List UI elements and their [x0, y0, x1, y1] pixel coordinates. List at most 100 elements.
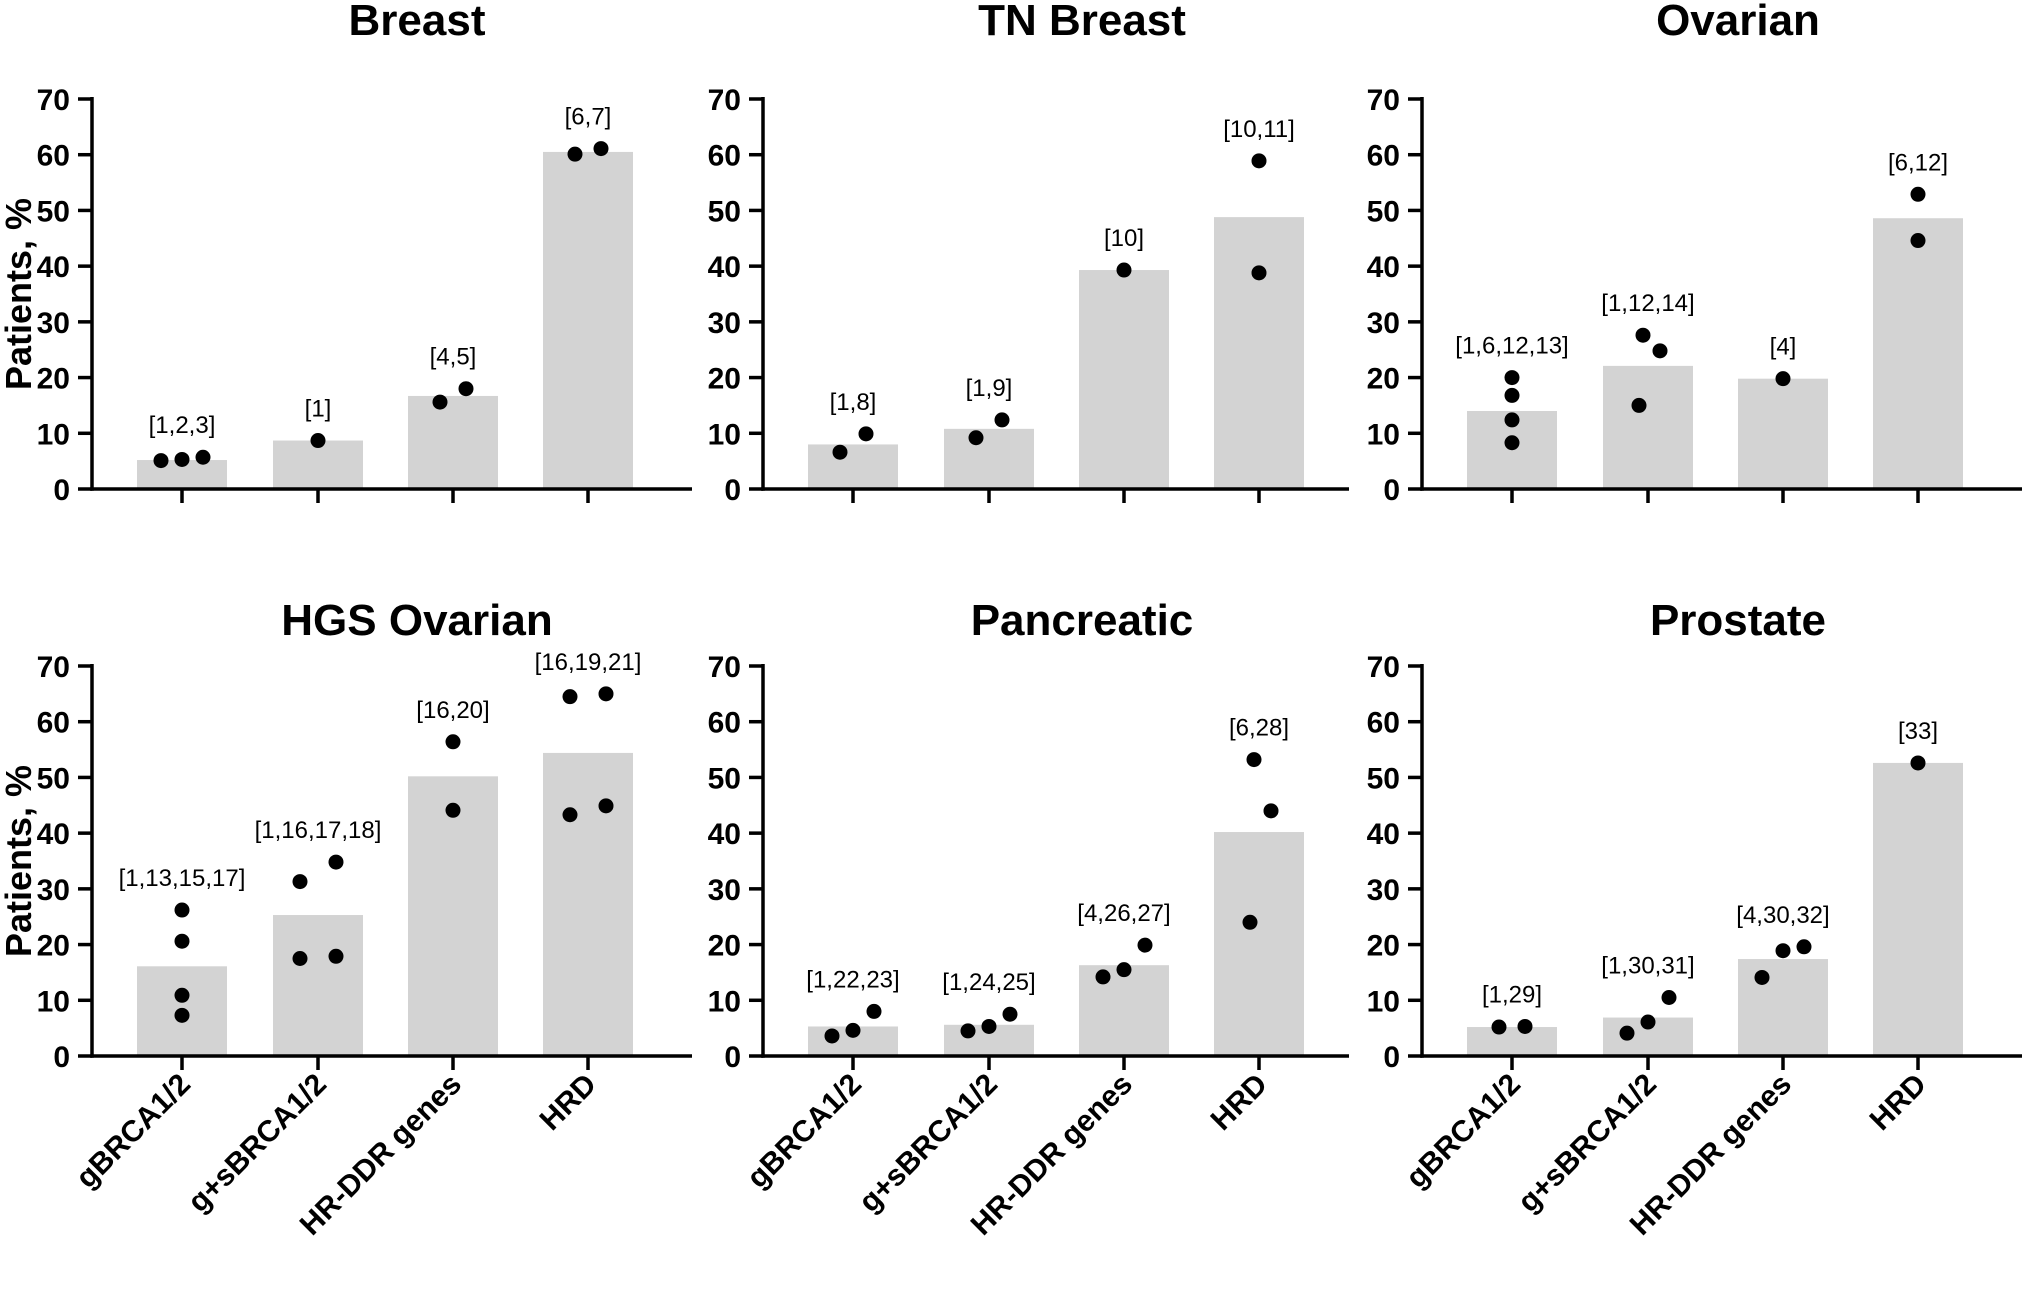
panel-title: HGS Ovarian [281, 596, 552, 645]
data-point [292, 874, 308, 890]
reference-label: [1,2,3] [149, 412, 216, 439]
reference-label: [6,12] [1888, 149, 1948, 176]
data-point [866, 1003, 882, 1019]
data-point [968, 430, 984, 446]
x-category-label: g+sBRCA1/2 [182, 1068, 333, 1219]
data-point [328, 854, 344, 870]
data-point [1116, 262, 1132, 278]
y-tick-label: 60 [708, 140, 741, 173]
x-category-label: HRD [534, 1068, 603, 1137]
y-tick-label: 50 [708, 195, 741, 228]
data-point [174, 933, 190, 949]
y-tick-label: 70 [1367, 651, 1400, 684]
bar-3 [1079, 965, 1169, 1056]
reference-label: [1] [305, 396, 332, 423]
x-category-label: gBRCA1/2 [1400, 1068, 1527, 1195]
bar-1 [1467, 1027, 1557, 1056]
data-point [598, 686, 614, 702]
data-point [1652, 343, 1668, 359]
y-tick-label: 0 [53, 474, 70, 507]
data-point [1246, 752, 1262, 768]
bar-3 [408, 776, 498, 1056]
data-point [1504, 435, 1520, 451]
reference-label: [16,20] [416, 697, 489, 724]
data-point [174, 1007, 190, 1023]
panel-title: Breast [349, 0, 486, 45]
x-category-label: HRD [1205, 1068, 1274, 1137]
data-point [195, 449, 211, 465]
data-point [1517, 1018, 1533, 1034]
y-tick-label: 40 [1367, 818, 1400, 851]
data-point [567, 146, 583, 162]
data-point [1910, 233, 1926, 249]
reference-label: [1,8] [830, 389, 877, 416]
data-point [981, 1018, 997, 1034]
reference-label: [1,24,25] [942, 969, 1035, 996]
reference-label: [6,28] [1229, 715, 1289, 742]
data-point [1661, 990, 1677, 1005]
y-tick-label: 70 [37, 84, 70, 117]
y-tick-label: 0 [724, 474, 741, 507]
reference-label: [10] [1104, 225, 1144, 252]
x-category-label: gBRCA1/2 [741, 1068, 868, 1195]
data-point [1137, 937, 1153, 953]
reference-label: [4,26,27] [1077, 900, 1170, 927]
data-point [1002, 1006, 1018, 1022]
panel-title: Prostate [1650, 596, 1826, 645]
data-point [1910, 186, 1926, 202]
y-tick-label: 20 [37, 363, 70, 396]
data-point [1116, 962, 1132, 978]
panel-breast: Breast Patients, % 0 10 20 30 40 50 60 70 [1,2,3] [… [0, 0, 692, 507]
y-tick-label: 70 [708, 651, 741, 684]
y-axis-label: Patients, % [0, 198, 39, 390]
bar-3 [1079, 270, 1169, 489]
panel-hgs-ovarian: HGS Ovarian Patients, % 0 10 20 30 40 50 60 70 gBR… [0, 596, 692, 1242]
reference-label: [4,30,32] [1736, 902, 1829, 929]
bar-4 [543, 151, 633, 489]
data-point [292, 951, 308, 966]
data-point [1251, 153, 1267, 169]
data-point [458, 381, 474, 397]
y-axis-label: Patients, % [0, 765, 39, 957]
panel-title: Ovarian [1656, 0, 1820, 45]
reference-label: [1,12,14] [1601, 290, 1694, 317]
y-tick-label: 0 [724, 1041, 741, 1074]
x-category-label: g+sBRCA1/2 [853, 1068, 1004, 1219]
panel-title: Pancreatic [971, 596, 1194, 645]
y-tick-label: 20 [708, 930, 741, 963]
y-tick-label: 50 [1367, 195, 1400, 228]
reference-label: [10,11] [1223, 116, 1295, 143]
y-tick-label: 20 [708, 363, 741, 396]
bar-4 [1214, 217, 1304, 489]
data-point [1095, 969, 1111, 985]
data-point [310, 433, 326, 449]
data-point [994, 412, 1010, 428]
data-point [1910, 755, 1926, 771]
x-category-label: HRD [1864, 1068, 1933, 1137]
reference-label: [1,29] [1482, 981, 1542, 1008]
reference-label: [1,6,12,13] [1455, 333, 1568, 360]
y-tick-label: 40 [37, 818, 70, 851]
data-point [562, 689, 578, 705]
y-tick-label: 50 [37, 195, 70, 228]
y-tick-label: 70 [1367, 84, 1400, 117]
data-point [593, 141, 609, 157]
y-tick-label: 40 [37, 251, 70, 284]
y-tick-label: 10 [37, 418, 70, 451]
data-point [328, 948, 344, 964]
y-tick-label: 0 [1383, 474, 1400, 507]
y-tick-label: 60 [708, 707, 741, 740]
panel-tn-breast: TN Breast 0 10 20 30 40 50 60 70 [1,8] [1,9] [10] [1… [708, 0, 1349, 507]
bar-4 [1214, 832, 1304, 1056]
x-category-label: gBRCA1/2 [70, 1068, 197, 1195]
data-point [858, 426, 874, 442]
y-tick-label: 40 [708, 818, 741, 851]
reference-label: [6,7] [565, 104, 612, 131]
data-point [1796, 939, 1812, 955]
data-point [1491, 1019, 1507, 1035]
y-tick-label: 10 [708, 985, 741, 1018]
y-tick-label: 20 [37, 930, 70, 963]
bar-3 [1738, 378, 1828, 489]
data-point [445, 802, 461, 818]
